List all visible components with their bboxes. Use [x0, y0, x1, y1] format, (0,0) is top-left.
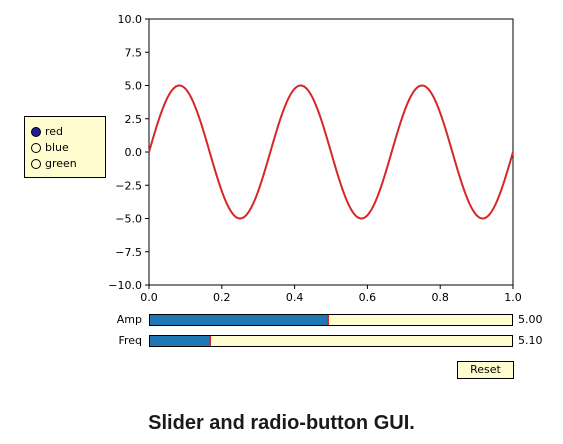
- x-axis: 0.0 0.2 0.4 0.6 0.8 1.0: [140, 285, 522, 304]
- radio-label-green: green: [45, 157, 77, 170]
- y-tick-label: −2.5: [115, 179, 142, 192]
- freq-slider-fill: [150, 336, 211, 346]
- y-tick-label: 5.0: [125, 80, 143, 93]
- y-tick-label: −10.0: [108, 279, 142, 292]
- amp-slider-value: 5.00: [518, 313, 543, 326]
- y-tick-label: −5.0: [115, 213, 142, 226]
- amp-slider-fill: [150, 315, 330, 325]
- radio-label-red: red: [45, 125, 64, 138]
- y-axis: 10.0 7.5 5.0 2.5 0.0 −2.5 −5.0 −7.5 −10.0: [108, 13, 149, 292]
- y-tick-label: 0.0: [125, 146, 143, 159]
- reset-button[interactable]: Reset: [457, 361, 514, 379]
- radio-unselected-icon: [31, 159, 41, 169]
- amp-slider[interactable]: [149, 314, 513, 326]
- figure-caption: Slider and radio-button GUI.: [148, 412, 415, 434]
- color-radio-group: red blue green: [24, 116, 106, 178]
- sine-plot: 0.0 0.2 0.4 0.6 0.8 1.0 10.0 7.5 5.0 2.5 0.0 −2.5 −…: [108, 13, 522, 304]
- x-tick-label: 0.0: [140, 291, 158, 304]
- radio-option-green[interactable]: green: [31, 156, 77, 172]
- freq-slider[interactable]: [149, 335, 513, 347]
- radio-option-blue[interactable]: blue: [31, 140, 69, 156]
- y-tick-label: 10.0: [118, 13, 143, 26]
- radio-option-red[interactable]: red: [31, 124, 63, 140]
- y-tick-label: 2.5: [125, 113, 143, 126]
- sine-line: [148, 84, 514, 220]
- y-tick-label: −7.5: [115, 246, 142, 259]
- radio-unselected-icon: [31, 143, 41, 153]
- radio-selected-icon: [31, 127, 41, 137]
- amp-slider-label: Amp: [116, 313, 142, 326]
- x-tick-label: 0.8: [431, 291, 449, 304]
- freq-slider-value: 5.10: [518, 334, 543, 347]
- x-tick-label: 0.2: [213, 291, 231, 304]
- radio-label-blue: blue: [45, 141, 69, 154]
- x-tick-label: 1.0: [504, 291, 522, 304]
- y-tick-label: 7.5: [125, 46, 143, 59]
- x-tick-label: 0.6: [359, 291, 377, 304]
- x-tick-label: 0.4: [286, 291, 304, 304]
- freq-slider-label: Freq: [118, 334, 142, 347]
